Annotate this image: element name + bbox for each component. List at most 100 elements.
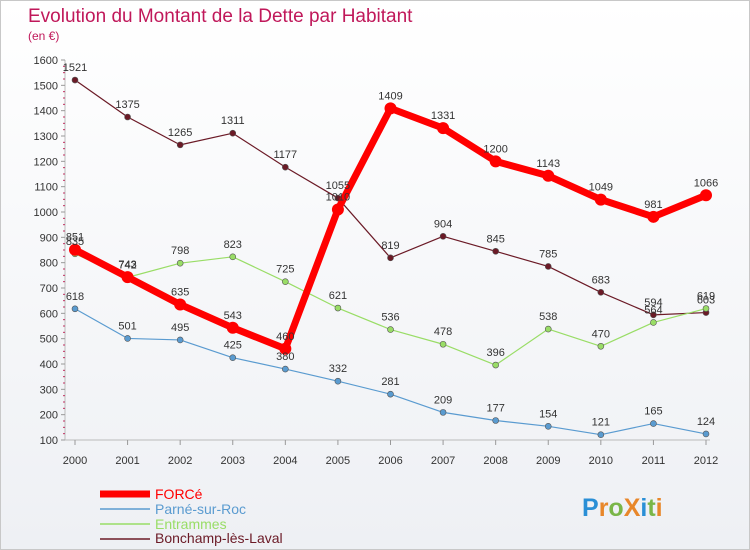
x-tick-label: 2005 [326, 455, 350, 467]
data-label-bonchamp-les-laval: 594 [644, 297, 662, 309]
y-tick-label: 1600 [34, 55, 58, 67]
x-tick-label: 2012 [694, 455, 718, 467]
data-label-force: 1010 [326, 191, 350, 203]
x-tick-label: 2010 [589, 455, 613, 467]
data-label-force: 743 [118, 259, 136, 271]
data-label-force: 1409 [378, 90, 402, 102]
y-tick-label: 100 [40, 435, 58, 447]
data-label-bonchamp-les-laval: 1265 [168, 127, 192, 139]
data-point-parne-sur-roc [176, 336, 184, 344]
data-label-force: 1066 [694, 177, 718, 189]
logo-letter: t [647, 494, 656, 522]
data-point-parne-sur-roc [387, 390, 394, 398]
data-label-force: 1200 [483, 143, 507, 155]
x-tick-label: 2002 [168, 455, 192, 467]
series-line-entrammes [74, 253, 707, 366]
data-label-parne-sur-roc: 495 [171, 322, 189, 334]
data-point-parne-sur-roc [124, 335, 131, 342]
logo-letter: o [608, 494, 623, 522]
y-tick-label: 1500 [34, 80, 58, 92]
data-label-bonchamp-les-laval: 1375 [115, 99, 139, 111]
series-entrammes [71, 250, 710, 369]
chart-title: Evolution du Montant de la Dette par Hab… [28, 6, 413, 27]
y-tick-label: 1400 [34, 106, 58, 118]
data-label-parne-sur-roc: 165 [644, 406, 662, 418]
data-label-parne-sur-roc: 154 [539, 408, 557, 420]
data-point-bonchamp-les-laval [597, 289, 605, 296]
data-point-force [647, 210, 660, 223]
x-tick-label: 2001 [115, 455, 139, 467]
y-tick-label: 400 [40, 359, 58, 371]
data-point-bonchamp-les-laval [176, 141, 184, 149]
legend-label-entrammes: Entrammes [155, 516, 227, 532]
data-label-entrammes: 564 [644, 304, 662, 316]
x-ticks: 2000 2001 2002 2003 2004 2005 2006 2007 2008 2009… [63, 440, 718, 467]
data-point-parne-sur-roc [544, 423, 552, 430]
series-parne-sur-roc [71, 305, 710, 438]
logo-letter: r [599, 494, 609, 522]
legend-label-parne-sur-roc: Parné-sur-Roc [155, 501, 246, 517]
y-tick-label: 1000 [34, 207, 58, 219]
y-tick-label: 200 [40, 410, 58, 422]
data-point-entrammes [597, 342, 605, 350]
y-tick-label: 1100 [34, 182, 58, 194]
data-label-entrammes: 536 [381, 312, 399, 324]
data-point-force [384, 102, 397, 115]
data-point-parne-sur-roc [334, 377, 342, 385]
y-ticks: 100 200 300 400 500 600 700 800 900 1000 1100 1200 1… [34, 55, 65, 447]
data-label-bonchamp-les-laval: 1311 [221, 115, 245, 127]
data-label-parne-sur-roc: 501 [118, 320, 136, 332]
data-point-bonchamp-les-laval [229, 129, 237, 137]
data-label-parne-sur-roc: 177 [486, 402, 504, 414]
data-label-force: 1049 [589, 182, 613, 194]
legend: FORCé Parné-sur-Roc Entrammes Bonchamp-l… [100, 486, 283, 546]
data-label-parne-sur-roc: 209 [434, 394, 452, 406]
data-label-entrammes: 619 [697, 291, 715, 303]
y-tick-label: 500 [40, 334, 58, 346]
data-label-force: 851 [66, 232, 84, 244]
data-point-entrammes [229, 253, 237, 261]
data-label-bonchamp-les-laval: 904 [434, 218, 452, 230]
x-tick-label: 2006 [378, 455, 402, 467]
series-layer [69, 76, 712, 438]
data-point-force [437, 122, 450, 135]
series-bonchamp-les-laval [71, 76, 710, 319]
data-point-bonchamp-les-laval [492, 247, 499, 255]
y-tick-label: 1200 [34, 156, 58, 168]
data-label-force: 543 [224, 310, 242, 322]
data-label-parne-sur-roc: 281 [381, 376, 399, 388]
data-point-force [594, 193, 607, 206]
data-label-parne-sur-roc: 121 [592, 417, 610, 429]
data-point-force [331, 203, 344, 216]
data-point-bonchamp-les-laval [71, 76, 79, 84]
data-label-bonchamp-les-laval: 845 [486, 233, 504, 245]
data-point-parne-sur-roc [439, 409, 447, 416]
data-label-entrammes: 538 [539, 311, 557, 323]
data-label-bonchamp-les-laval: 785 [539, 248, 557, 260]
data-point-entrammes [387, 326, 394, 333]
y-tick-label: 700 [40, 283, 58, 295]
data-point-entrammes [176, 259, 184, 267]
logo-letter: P [582, 494, 599, 522]
data-label-parne-sur-roc: 332 [329, 363, 347, 375]
data-point-bonchamp-les-laval [439, 233, 447, 240]
data-point-parne-sur-roc [702, 430, 710, 438]
data-point-force [226, 321, 239, 334]
data-point-bonchamp-les-laval [650, 311, 657, 319]
x-tick-label: 2003 [221, 455, 245, 467]
data-point-bonchamp-les-laval [387, 254, 394, 262]
y-tick-label: 1300 [34, 131, 58, 143]
data-point-parne-sur-roc [282, 365, 289, 373]
data-label-entrammes: 725 [276, 264, 294, 276]
data-point-entrammes [439, 340, 447, 348]
data-point-bonchamp-les-laval [124, 113, 131, 121]
data-label-force: 981 [644, 199, 662, 211]
data-point-force [174, 298, 187, 311]
data-labels: 1521 1375 1265 1311 1177 1055 819 904 845 785 683 5… [63, 62, 718, 429]
logo-letter: X [624, 494, 641, 522]
legend-label-forcé: FORCé [155, 486, 203, 502]
data-label-parne-sur-roc: 425 [224, 340, 242, 352]
data-point-force [279, 342, 292, 355]
chart-subtitle: (en €) [28, 29, 59, 43]
